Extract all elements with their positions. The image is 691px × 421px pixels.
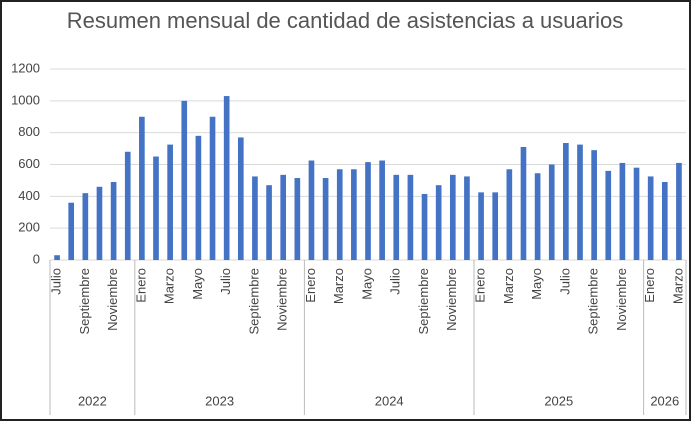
bar (619, 162, 626, 260)
bar (435, 185, 442, 260)
bar (82, 193, 89, 260)
x-tick-label: Mayo (190, 268, 205, 300)
y-tick-label: 800 (18, 124, 40, 139)
chart-title: Resumen mensual de cantidad de asistenci… (67, 8, 623, 33)
x-tick-label: Marzo (331, 268, 346, 304)
y-tick-label: 200 (18, 220, 40, 235)
group-label: 2022 (78, 393, 107, 408)
x-tick-label: Enero (303, 268, 318, 303)
bar (647, 176, 654, 260)
bar (449, 174, 456, 260)
y-tick-label: 600 (18, 156, 40, 171)
bar (577, 144, 583, 260)
bar (308, 160, 315, 260)
bar (195, 135, 202, 260)
x-tick-label: Julio (388, 268, 403, 295)
bar (676, 162, 682, 260)
bar (181, 100, 188, 260)
x-tick-label: Septiembre (246, 268, 261, 334)
y-tick-label: 0 (33, 251, 40, 266)
bar (478, 192, 484, 260)
bar (464, 176, 470, 260)
bar (563, 143, 569, 260)
x-tick-label: Julio (557, 268, 572, 295)
x-tick-label: Septiembre (77, 268, 92, 334)
x-tick-label: Marzo (670, 268, 685, 304)
bar (548, 164, 555, 260)
x-tick-label: Septiembre (586, 268, 601, 334)
x-tick-label: Julio (218, 268, 233, 295)
bar (393, 174, 400, 260)
bar (294, 178, 301, 260)
x-tick-label: Noviembre (105, 268, 120, 331)
x-tick-label: Marzo (162, 268, 177, 304)
bar (153, 156, 159, 260)
x-tick-label: Enero (133, 268, 148, 303)
x-tick-label: Noviembre (444, 268, 459, 331)
bar (407, 174, 414, 260)
x-tick-label: Enero (642, 268, 657, 303)
x-tick-label: Noviembre (275, 268, 290, 331)
bar (96, 186, 103, 260)
bar (336, 169, 343, 260)
x-tick-label: Mayo (529, 268, 544, 300)
x-tick-label: Julio (49, 268, 64, 295)
bar (365, 162, 371, 260)
x-tick-label: Enero (473, 268, 488, 303)
bar (506, 169, 513, 260)
bar (237, 137, 244, 260)
x-tick-label: Marzo (501, 268, 516, 304)
x-tick-label: Noviembre (614, 268, 629, 331)
y-tick-label: 400 (18, 188, 40, 203)
y-tick-label: 1000 (11, 92, 40, 107)
bar (351, 169, 357, 260)
bar (110, 182, 117, 260)
bar (266, 185, 272, 260)
bar (379, 160, 385, 260)
bar (124, 151, 131, 260)
bar (167, 144, 173, 260)
bar (223, 96, 230, 260)
group-label: 2026 (650, 393, 679, 408)
bar (139, 116, 145, 260)
x-tick-label: Mayo (359, 268, 374, 300)
group-label: 2025 (544, 393, 573, 408)
bar (661, 182, 668, 260)
bar (54, 255, 60, 260)
bar (280, 174, 287, 260)
x-tick-label: Septiembre (416, 268, 431, 334)
group-label: 2024 (375, 393, 404, 408)
bar (534, 173, 541, 260)
bar (421, 193, 428, 260)
bar (591, 150, 597, 260)
bar (209, 116, 216, 260)
group-label: 2023 (205, 393, 234, 408)
bar (492, 192, 499, 260)
bar (252, 176, 258, 260)
bar (322, 178, 329, 260)
bar (68, 202, 75, 260)
bar (520, 146, 527, 260)
bar (605, 170, 612, 260)
y-tick-label: 1200 (11, 60, 40, 75)
bar (633, 167, 640, 260)
